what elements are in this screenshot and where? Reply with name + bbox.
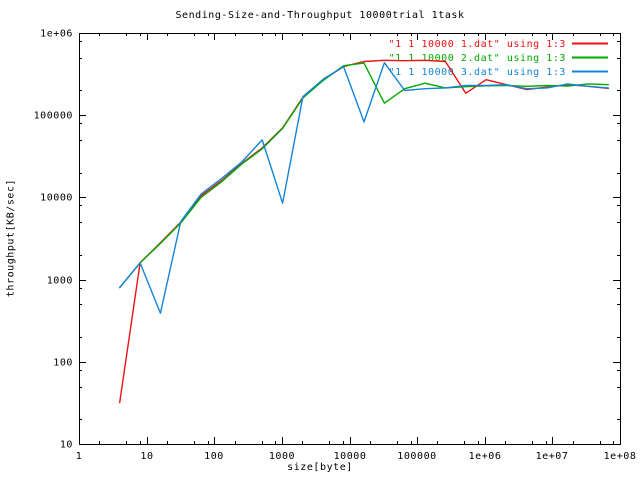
x-tick-label: 1e+08 bbox=[604, 451, 637, 462]
legend-label: "1 1 10000 3.dat" using 1:3 bbox=[389, 67, 566, 78]
plot-border bbox=[79, 33, 621, 445]
y-tick-label: 100000 bbox=[34, 111, 73, 122]
x-tick-label: 10 bbox=[140, 451, 153, 462]
y-tick-label: 10000 bbox=[40, 193, 73, 204]
x-tick-label: 100000 bbox=[397, 451, 436, 462]
y-tick-label: 100 bbox=[53, 358, 73, 369]
x-axis-label: size[byte] bbox=[287, 462, 353, 473]
x-tick-label: 100 bbox=[204, 451, 224, 462]
y-tick-label: 10 bbox=[60, 440, 73, 451]
x-tick-label: 1e+06 bbox=[469, 451, 502, 462]
chart-title: Sending-Size-and-Throughput 10000trial 1… bbox=[175, 10, 465, 21]
series-line-3 bbox=[118, 62, 609, 314]
y-tick-label: 1000 bbox=[47, 276, 73, 287]
series-line-2 bbox=[118, 62, 609, 289]
series-line-1 bbox=[118, 59, 609, 404]
y-tick-label: 1e+06 bbox=[40, 29, 73, 40]
x-tick-label: 1e+07 bbox=[536, 451, 569, 462]
legend-label: "1 1 10000 2.dat" using 1:3 bbox=[389, 53, 566, 64]
x-tick-label: 10000 bbox=[334, 451, 367, 462]
legend-label: "1 1 10000 1.dat" using 1:3 bbox=[389, 39, 566, 50]
x-tick-label: 1000 bbox=[269, 451, 295, 462]
x-tick-label: 1 bbox=[76, 451, 83, 462]
